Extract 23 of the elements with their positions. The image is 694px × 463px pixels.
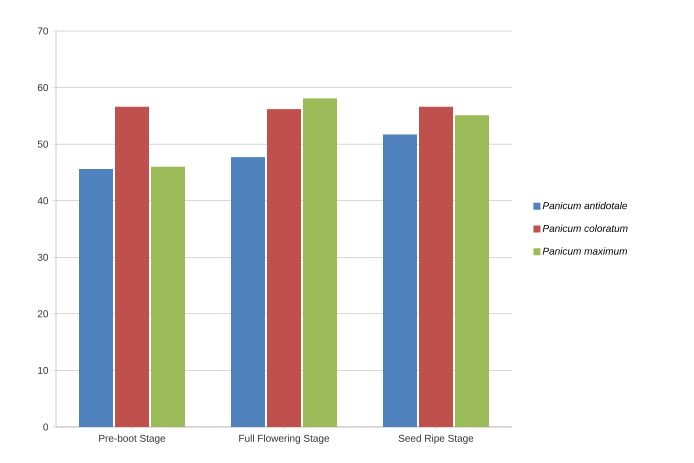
bar <box>383 134 417 427</box>
y-tick-label: 50 <box>38 140 48 148</box>
legend-label: Panicum coloratum <box>542 224 628 232</box>
bar <box>115 106 150 427</box>
x-tick-label: Full Flowering Stage <box>239 434 330 444</box>
x-tick-label: Seed Ripe Stage <box>398 434 474 444</box>
bar <box>454 115 489 427</box>
legend-label: Panicum maximum <box>542 247 627 255</box>
bar <box>231 157 266 427</box>
bar <box>151 166 186 427</box>
y-tick-label: 60 <box>38 84 48 92</box>
bar <box>419 106 453 427</box>
y-tick-label: 10 <box>38 366 48 374</box>
x-tick-label: Pre-boot Stage <box>99 434 166 444</box>
bar <box>267 109 302 427</box>
y-tick-label: 20 <box>38 310 48 318</box>
bar <box>303 98 337 427</box>
y-tick-label: 40 <box>38 197 48 204</box>
y-tick-label: 70 <box>38 27 48 35</box>
legend-label: Panicum antidotale <box>542 202 628 210</box>
y-tick-label: 30 <box>38 254 48 261</box>
y-tick-label: 0 <box>43 423 48 431</box>
bar <box>79 169 114 427</box>
